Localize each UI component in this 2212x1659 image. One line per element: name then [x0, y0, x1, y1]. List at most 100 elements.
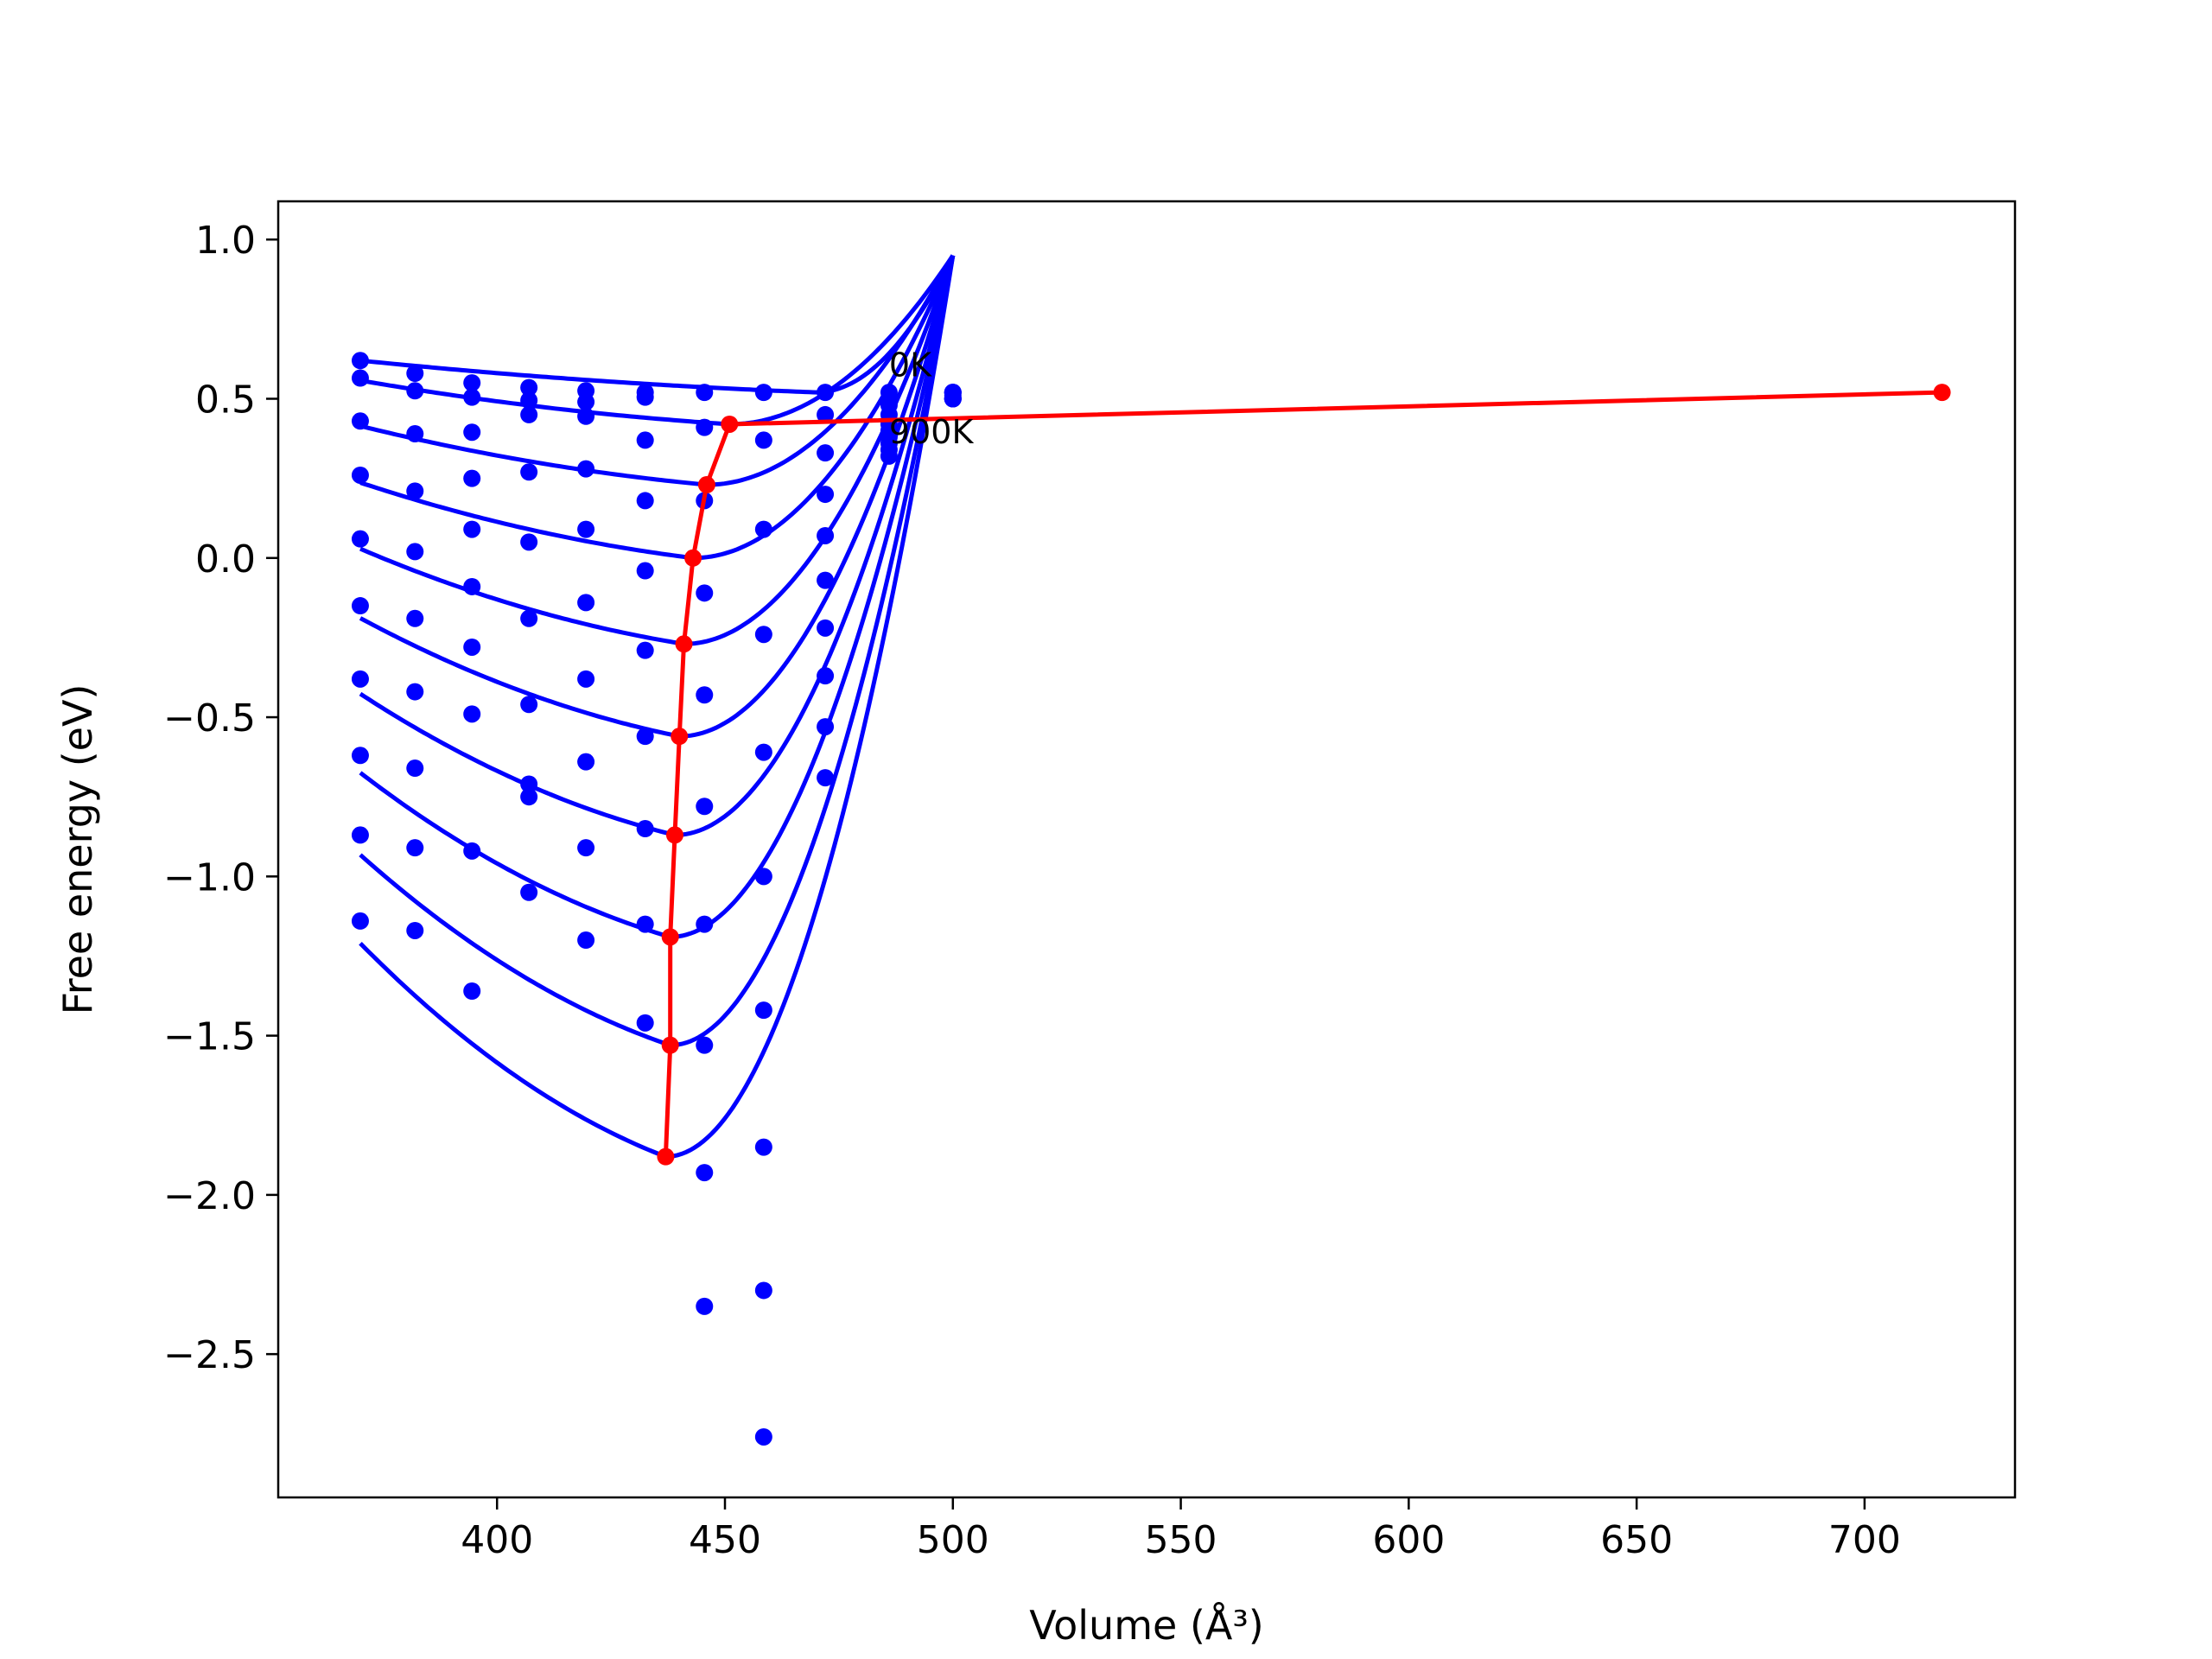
- data-point-7-7: [754, 1138, 772, 1156]
- data-point-5-5: [636, 641, 654, 659]
- data-point-4-5: [636, 562, 654, 580]
- data-point-1-0: [351, 369, 369, 387]
- data-point-1-1: [406, 382, 424, 400]
- data-point-6-3: [520, 696, 538, 714]
- minimum-path-point-7: [697, 476, 715, 494]
- data-point-9-4: [577, 931, 595, 950]
- isotherm-curve-1: [359, 254, 955, 427]
- data-point-2-1: [406, 425, 424, 443]
- data-point-5-8: [817, 571, 835, 589]
- data-point-1-4: [577, 393, 595, 411]
- data-point-8-3: [520, 788, 538, 806]
- data-point-4-2: [463, 520, 481, 538]
- data-point-0-6: [696, 384, 714, 402]
- data-point-4-4: [577, 520, 595, 538]
- data-point-5-6: [696, 798, 714, 816]
- data-point-7-2: [463, 705, 481, 723]
- data-point-3-8: [817, 486, 835, 504]
- data-point-3-5: [636, 492, 654, 510]
- data-point-8-8: [817, 718, 835, 736]
- x-tick-label-3: 550: [1145, 1518, 1217, 1562]
- data-point-9-0: [351, 912, 369, 930]
- data-point-7-4: [577, 753, 595, 771]
- data-point-4-7: [754, 743, 772, 761]
- data-point-8-1: [406, 839, 424, 857]
- minimum-path-point-3: [665, 826, 683, 844]
- data-point-9-8: [817, 769, 835, 787]
- minimum-path-point-8: [721, 415, 739, 433]
- data-point-5-0: [351, 597, 369, 615]
- data-point-8-5: [636, 915, 654, 933]
- x-tick-label-0: 400: [461, 1518, 533, 1562]
- data-point-1-8: [817, 405, 835, 423]
- data-point-3-2: [463, 469, 481, 487]
- isotherm-curve-6: [359, 255, 956, 837]
- minimum-path-point-5: [675, 635, 693, 653]
- plot-layer: [351, 254, 1951, 1446]
- data-point-9-3: [520, 883, 538, 901]
- data-point-2-0: [351, 412, 369, 430]
- data-point-6-7: [754, 1001, 772, 1020]
- data-point-1-7: [754, 431, 772, 449]
- data-point-0-1: [406, 365, 424, 383]
- data-point-2-5: [636, 431, 654, 449]
- data-point-3-1: [406, 482, 424, 500]
- data-point-6-6: [696, 915, 714, 933]
- data-point-5-7: [754, 868, 772, 886]
- y-tick-label-3: −1.0: [163, 855, 256, 899]
- data-point-6-5: [636, 728, 654, 746]
- data-point-8-6: [696, 1164, 714, 1182]
- data-point-6-1: [406, 683, 424, 701]
- minimum-path-point-1: [661, 1036, 679, 1054]
- data-point-3-4: [577, 460, 595, 478]
- minimum-path-point-0: [657, 1147, 675, 1166]
- minimum-path-point-2: [661, 928, 679, 946]
- y-tick-label-1: −2.0: [163, 1174, 256, 1218]
- data-point-3-7: [754, 626, 772, 644]
- y-tick-label-2: −1.5: [163, 1015, 256, 1059]
- data-point-4-1: [406, 543, 424, 561]
- minimum-path-point-6: [684, 549, 702, 567]
- data-point-8-2: [463, 842, 481, 860]
- isotherm-curve-3: [359, 254, 956, 561]
- isotherm-curve-9: [359, 255, 956, 1160]
- data-point-9-7: [754, 1427, 772, 1446]
- annotation-layer: 0K 900K: [889, 346, 975, 451]
- data-point-9-9: [880, 447, 898, 465]
- x-tick-label-1: 450: [689, 1518, 761, 1562]
- data-point-7-3: [520, 775, 538, 793]
- y-tick-label-5: 0.0: [195, 537, 256, 582]
- y-tick-label-4: −0.5: [163, 696, 256, 741]
- minimum-path-point-9: [1933, 384, 1951, 402]
- data-point-2-7: [754, 520, 772, 538]
- annotation-1: 900K: [889, 413, 975, 451]
- data-point-9-2: [463, 982, 481, 1001]
- data-point-9-1: [406, 921, 424, 939]
- data-point-8-7: [754, 1281, 772, 1300]
- data-point-0-2: [463, 374, 481, 392]
- axis-layer: 400 450 500 550 600 650 700 −2.5 −2.0 −1.5 −1.0 −0.…: [163, 219, 1901, 1562]
- x-tick-label-6: 700: [1828, 1518, 1901, 1562]
- data-point-7-1: [406, 760, 424, 778]
- y-tick-label-7: 1.0: [195, 219, 256, 263]
- minimum-path-line: [663, 390, 1942, 1157]
- data-point-4-6: [696, 686, 714, 704]
- data-point-4-3: [520, 533, 538, 551]
- x-tick-label-4: 600: [1372, 1518, 1445, 1562]
- data-point-0-3: [520, 378, 538, 397]
- data-point-7-6: [696, 1036, 714, 1054]
- data-point-5-1: [406, 609, 424, 627]
- y-axis-label: Free energy (eV): [54, 684, 101, 1015]
- minimum-path-point-4: [671, 728, 689, 746]
- data-point-2-3: [520, 405, 538, 423]
- data-point-0-0: [351, 352, 369, 370]
- data-point-3-6: [696, 584, 714, 602]
- data-point-5-3: [520, 609, 538, 627]
- isotherm-curve-0: [359, 254, 956, 395]
- data-point-9-10: [944, 390, 962, 408]
- isotherm-curve-2: [359, 254, 955, 487]
- x-tick-label-5: 650: [1600, 1518, 1673, 1562]
- annotation-0: 0K: [889, 346, 932, 385]
- data-point-1-2: [463, 388, 481, 406]
